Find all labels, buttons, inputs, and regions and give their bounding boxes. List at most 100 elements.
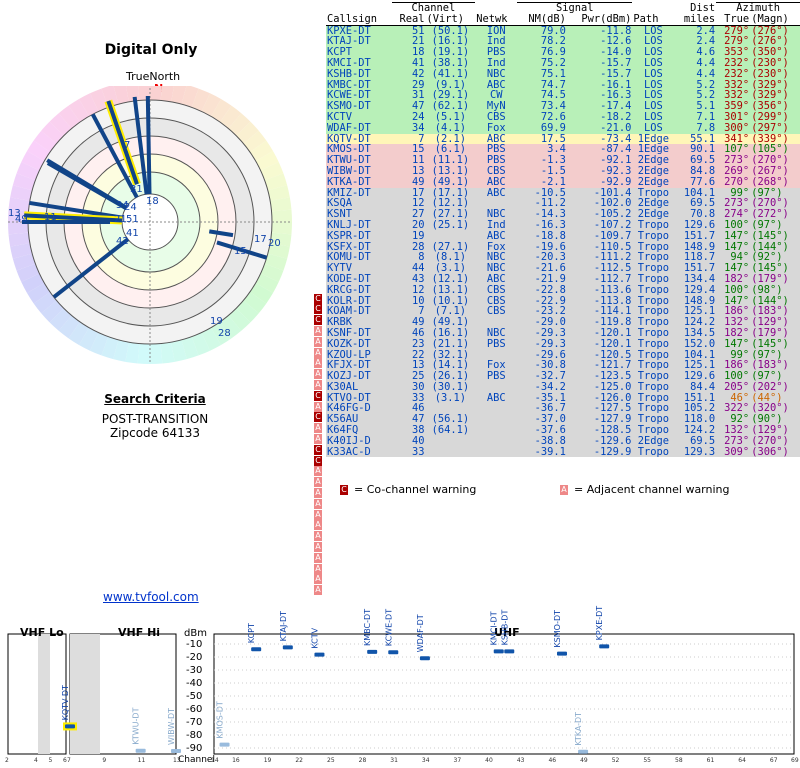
network-cell [475, 425, 518, 436]
virtual-channel-cell: (11.1) [425, 155, 476, 166]
azimuth-true-cell: 301° [716, 112, 751, 123]
station-row[interactable]: KSMO-DT 47 (62.1) MyN 73.4 -17.4 LOS 5.1 359° (35… [326, 101, 800, 112]
callsign-cell: WIBW-DT [326, 166, 392, 177]
polar-ring-segment [243, 291, 267, 314]
station-row[interactable]: KSQA 12 (12.1) -11.2 -102.0 2Edge 69.5 273° (270… [326, 198, 800, 210]
station-row[interactable]: KCPT 18 (19.1) PBS 76.9 -14.0 LOS 4.6 353° (350°) [326, 47, 800, 58]
polar-ring-segment [150, 343, 163, 364]
station-row[interactable]: KOZK-DT 23 (21.1) PBS -29.3 -120.1 Tropo 152.0 1… [326, 338, 800, 350]
azimuth-true-cell: 92° [716, 414, 751, 426]
station-row[interactable]: KMIZ-DT 17 (17.1) ABC -10.5 -101.4 Tropo 104.1 9… [326, 187, 800, 199]
station-row[interactable]: KOMU-DT 8 (8.1) NBC -20.3 -111.2 Tropo 118.7 94°… [326, 252, 800, 264]
power-cell: -87.4 [566, 144, 633, 156]
adjacent-channel-warning-icon: A [314, 542, 322, 552]
polar-ring-segment [8, 232, 30, 247]
station-row[interactable]: K33AC-D 33 -39.1 -129.9 Tropo 129.3 309° (306°) [326, 446, 800, 458]
station-row[interactable]: KNLJ-DT 20 (25.1) Ind -16.3 -107.2 Tropo 129.6 1… [326, 220, 800, 231]
azimuth-true-cell: 100° [716, 371, 751, 382]
station-row[interactable]: KQTV-DT 7 (2.1) ABC 17.5 -73.4 1Edge 55.1 341° (3… [326, 133, 800, 145]
polar-ring-segment [16, 263, 40, 283]
azimuth-true-cell: 107° [716, 144, 751, 156]
real-channel-cell: 7 [391, 133, 426, 145]
station-row[interactable]: K46FG-D 46 -36.7 -127.5 Tropo 105.2 322° (320°) [326, 403, 800, 415]
virtual-channel-cell: (16.1) [425, 36, 476, 48]
distance-cell: 4.6 [674, 47, 717, 58]
station-row[interactable]: KTWU-DT 11 (11.1) PBS -1.3 -92.1 2Edge 69.5 273°… [326, 155, 800, 166]
station-row[interactable]: KRCG-DT 12 (13.1) CBS -22.8 -113.6 Tropo 129.4 1… [326, 284, 800, 296]
real-channel-cell: 33 [391, 392, 426, 404]
polar-ring-segment [270, 197, 292, 212]
azimuth-true-cell: 132° [716, 425, 751, 436]
x-tick-label: 43 [517, 757, 525, 764]
station-row[interactable]: KSNF-DT 46 (16.1) NBC -29.3 -120.1 Tropo 134.5 1… [326, 328, 800, 339]
station-row[interactable]: KSPR-DT 19 ABC -18.8 -109.7 Tropo 151.7 147° (14… [326, 230, 800, 242]
station-row[interactable]: K30AL 30 (30.1) -34.2 -125.0 Tropo 84.4 205° (20… [326, 382, 800, 393]
station-row[interactable]: KZOU-LP 22 (32.1) -29.6 -120.5 Tropo 104.1 99°(… [326, 349, 800, 361]
station-row[interactable]: KOZJ-DT 25 (26.1) PBS -32.7 -123.5 Tropo 129.6 1… [326, 371, 800, 382]
distance-cell: 134.4 [674, 274, 717, 285]
polar-ring-segment [33, 130, 57, 153]
network-cell: ABC [475, 187, 518, 199]
azimuth-magnetic-cell: (144°) [750, 295, 800, 307]
polar-ring-segment [27, 283, 51, 304]
station-row[interactable]: K56AU 47 (56.1) -37.0 -127.9 Tropo 118.0 92° (90… [326, 414, 800, 426]
adjacent-channel-warning-icon: A [314, 552, 322, 563]
station-row[interactable]: KYTV 44 (3.1) NBC -21.6 -112.5 Tropo 151.7 147°(… [326, 263, 800, 274]
path-cell: Tropo [632, 392, 675, 404]
power-cell: -112.7 [566, 274, 633, 285]
network-cell: NBC [475, 209, 518, 220]
station-row[interactable]: KMCI-DT 41 (38.1) Ind 75.2 -15.7 LOS 4.4 232° (23… [326, 58, 800, 69]
station-row[interactable]: KSFX-DT 28 (27.1) Fox -19.6 -110.5 Tropo 148.9 1… [326, 241, 800, 253]
station-row[interactable]: KSNT 27 (27.1) NBC -14.3 -105.2 2Edge 70.8 274°(… [326, 209, 800, 220]
virtual-channel-cell: (62.1) [425, 101, 476, 112]
adjacent-channel-warning-icon: A [314, 509, 322, 520]
network-cell: ABC [475, 392, 518, 404]
network-cell: CBS [475, 295, 518, 307]
station-row[interactable]: KCTV 24 (5.1) CBS 72.6 -18.2 LOS 7.1 301° (299°) [326, 112, 800, 123]
station-row[interactable]: K40IJ-D 40 -38.8 -129.6 2Edge 69.5 273° (270°) [326, 436, 800, 447]
y-tick-label: -30 [186, 665, 202, 676]
station-row[interactable]: KODE-DT 43 (12.1) ABC -21.9 -112.7 Tropo 134.4 1… [326, 274, 800, 285]
station-row[interactable]: WIBW-DT 13 (13.1) CBS -1.5 -92.3 2Edge 84.8 269°… [326, 166, 800, 177]
station-row[interactable]: KRBK 49 (49.1) -29.0 -119.8 Tropo 124.2 132° (12… [326, 317, 800, 328]
station-row[interactable]: KMOS-DT 15 (6.1) PBS 3.4 -87.4 1Edge 90.1 107° (1… [326, 144, 800, 156]
path-cell: LOS [632, 79, 675, 91]
station-row[interactable]: WDAF-DT 34 (4.1) Fox 69.9 -21.0 LOS 7.8 300° (297… [326, 122, 800, 134]
station-row[interactable]: KTVO-DT 33 (3.1) ABC -35.1 -126.0 Tropo 151.1 46… [326, 392, 800, 404]
real-channel-cell: 46 [391, 403, 426, 415]
nm-cell: -23.2 [517, 306, 567, 318]
callsign-cell: KSFX-DT [326, 241, 392, 253]
station-row[interactable]: KPXE-DT 51 (50.1) ION 79.0 -11.8 LOS 2.4 279° (27… [326, 25, 800, 37]
network-cell: CBS [475, 166, 518, 177]
station-row[interactable]: KTAJ-DT 21 (16.1) Ind 78.2 -12.6 LOS 2.4 279° (27… [326, 36, 800, 48]
distance-cell: 125.1 [674, 306, 717, 318]
polar-ring-segment [249, 283, 273, 304]
polar-ring-segment [181, 336, 199, 360]
network-cell: ABC [475, 230, 518, 242]
station-row[interactable]: KOAM-DT 7 (7.1) CBS -23.2 -114.1 Tropo 125.1 186… [326, 306, 800, 318]
station-row[interactable]: KCWE-DT 31 (29.1) CW 74.5 -16.3 LOS 5.2 332° (329… [326, 90, 800, 102]
x-tick-label: 31 [390, 757, 398, 764]
signal-point [504, 649, 515, 654]
nm-cell: -39.1 [517, 446, 567, 458]
azimuth-magnetic-cell: (97°) [750, 220, 800, 231]
station-row[interactable]: KOLR-DT 10 (10.1) CBS -22.9 -113.8 Tropo 148.9 1… [326, 295, 800, 307]
station-row[interactable]: KMBC-DT 29 (9.1) ABC 74.7 -16.1 LOS 5.2 332° (329… [326, 79, 800, 91]
network-cell: ABC [475, 274, 518, 285]
tvfool-link[interactable]: www.tvfool.com [103, 590, 199, 604]
power-cell: -11.8 [566, 25, 633, 37]
distance-cell: 4.4 [674, 58, 717, 69]
virtual-channel-cell: (13.1) [425, 166, 476, 177]
station-row[interactable]: KFJX-DT 13 (14.1) Fox -30.8 -121.7 Tropo 125.1 1… [326, 360, 800, 372]
real-channel-cell: 15 [391, 144, 426, 156]
y-tick-label: -20 [186, 652, 202, 663]
azimuth-magnetic-cell: (90°) [750, 414, 800, 426]
station-row[interactable]: K64FQ 38 (64.1) -37.6 -128.5 Tropo 124.2 132° (1… [326, 425, 800, 436]
station-row[interactable]: KTKA-DT 49 (49.1) ABC -2.1 -92.9 2Edge 77.6 270°… [326, 176, 800, 188]
station-row[interactable]: KSHB-DT 42 (41.1) NBC 75.1 -15.7 LOS 4.4 232° (23… [326, 68, 800, 80]
azimuth-true-cell: 186° [716, 360, 751, 372]
polar-ring-segment [270, 232, 292, 247]
path-cell: Tropo [632, 425, 675, 436]
polar-ring-segment [191, 332, 211, 356]
